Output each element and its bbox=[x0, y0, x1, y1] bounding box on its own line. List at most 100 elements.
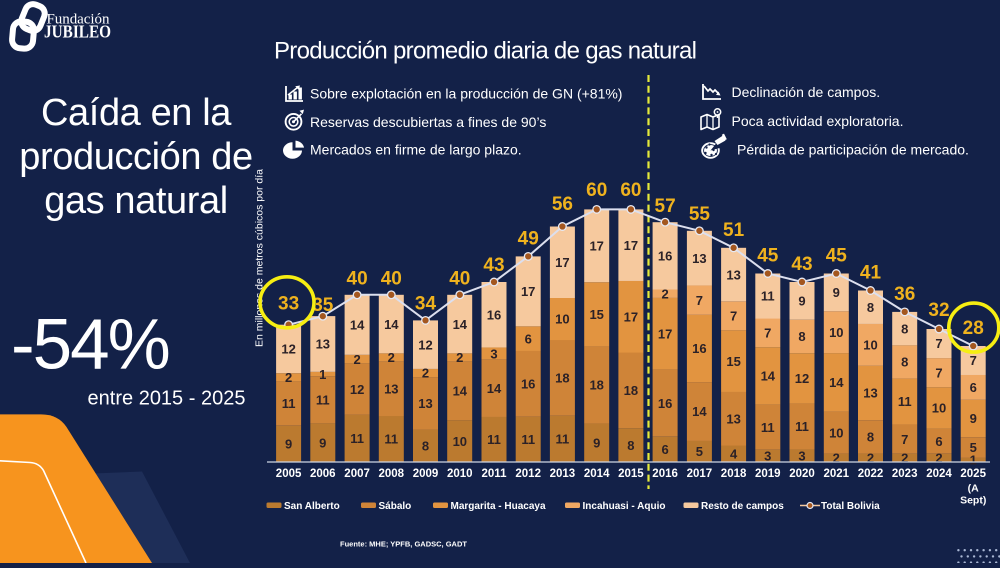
svg-text:17: 17 bbox=[624, 238, 638, 253]
svg-text:57: 57 bbox=[655, 196, 676, 217]
svg-text:2020: 2020 bbox=[789, 468, 815, 480]
svg-text:13: 13 bbox=[316, 337, 330, 352]
svg-text:14: 14 bbox=[487, 381, 502, 396]
svg-text:12: 12 bbox=[418, 337, 432, 352]
svg-text:15: 15 bbox=[726, 354, 740, 369]
svg-text:Total Bolivia: Total Bolivia bbox=[821, 501, 880, 512]
svg-text:Mercados en firme de largo pla: Mercados en firme de largo plazo. bbox=[310, 142, 522, 158]
svg-text:1: 1 bbox=[970, 453, 977, 468]
svg-text:2: 2 bbox=[422, 366, 429, 381]
svg-text:2006: 2006 bbox=[310, 468, 336, 480]
svg-text:2007: 2007 bbox=[344, 468, 370, 480]
svg-text:34: 34 bbox=[415, 293, 437, 314]
svg-text:9: 9 bbox=[970, 411, 977, 426]
svg-text:28: 28 bbox=[963, 318, 984, 339]
svg-text:2014: 2014 bbox=[584, 468, 610, 480]
svg-text:8: 8 bbox=[798, 329, 805, 344]
svg-text:13: 13 bbox=[692, 251, 706, 266]
svg-text:43: 43 bbox=[483, 255, 504, 276]
svg-text:9: 9 bbox=[285, 437, 292, 452]
svg-text:8: 8 bbox=[901, 321, 908, 336]
svg-text:Sobre explotación en la produc: Sobre explotación en la producción de GN… bbox=[310, 86, 622, 102]
svg-text:2: 2 bbox=[388, 350, 395, 365]
svg-text:51: 51 bbox=[723, 220, 745, 241]
svg-text:Fuente: MHE; YPFB, GADSC, GADT: Fuente: MHE; YPFB, GADSC, GADT bbox=[340, 540, 467, 549]
svg-text:JUBILEO: JUBILEO bbox=[44, 22, 111, 42]
svg-text:32: 32 bbox=[928, 300, 949, 321]
svg-text:8: 8 bbox=[901, 355, 908, 370]
svg-text:49: 49 bbox=[518, 228, 539, 249]
svg-text:7: 7 bbox=[935, 336, 942, 351]
svg-text:Declinación de campos.: Declinación de campos. bbox=[732, 84, 881, 100]
svg-text:2: 2 bbox=[867, 451, 874, 466]
svg-text:2013: 2013 bbox=[550, 468, 576, 480]
svg-text:3: 3 bbox=[490, 346, 497, 361]
svg-text:entre 2015 - 2025: entre 2015 - 2025 bbox=[88, 388, 246, 410]
svg-text:8: 8 bbox=[867, 300, 874, 315]
svg-text:40: 40 bbox=[347, 269, 368, 290]
svg-text:11: 11 bbox=[316, 393, 330, 408]
svg-text:2022: 2022 bbox=[858, 468, 884, 480]
svg-text:18: 18 bbox=[589, 378, 603, 393]
svg-text:7: 7 bbox=[730, 309, 737, 324]
svg-text:2: 2 bbox=[901, 451, 908, 466]
svg-text:16: 16 bbox=[487, 307, 501, 322]
svg-text:10: 10 bbox=[829, 325, 843, 340]
svg-text:2009: 2009 bbox=[413, 468, 439, 480]
svg-text:7: 7 bbox=[696, 293, 703, 308]
svg-text:2021: 2021 bbox=[824, 468, 850, 480]
svg-text:17: 17 bbox=[658, 326, 672, 341]
svg-text:13: 13 bbox=[863, 386, 877, 401]
svg-text:11: 11 bbox=[761, 420, 775, 435]
svg-text:10: 10 bbox=[555, 312, 569, 327]
svg-text:13: 13 bbox=[726, 412, 740, 427]
svg-text:12: 12 bbox=[281, 342, 295, 357]
svg-text:Caída en la: Caída en la bbox=[41, 92, 232, 134]
svg-text:2: 2 bbox=[285, 370, 292, 385]
svg-text:17: 17 bbox=[624, 310, 638, 325]
svg-text:60: 60 bbox=[586, 180, 607, 201]
svg-text:Pérdida de participación de me: Pérdida de participación de mercado. bbox=[737, 142, 969, 158]
svg-text:Incahuasi - Aquio: Incahuasi - Aquio bbox=[583, 501, 666, 512]
svg-text:11: 11 bbox=[487, 432, 501, 447]
svg-text:8: 8 bbox=[867, 430, 874, 445]
svg-text:9: 9 bbox=[319, 435, 326, 450]
svg-text:2: 2 bbox=[661, 286, 668, 301]
svg-text:Sábalo: Sábalo bbox=[379, 501, 412, 512]
svg-text:4: 4 bbox=[730, 447, 738, 462]
svg-text:14: 14 bbox=[829, 375, 844, 390]
svg-text:2023: 2023 bbox=[892, 468, 918, 480]
svg-text:7: 7 bbox=[970, 353, 977, 368]
svg-text:Reservas descubiertas a fines: Reservas descubiertas a fines de 90’s bbox=[310, 114, 546, 130]
svg-text:11: 11 bbox=[384, 432, 398, 447]
svg-text:7: 7 bbox=[764, 326, 771, 341]
svg-text:3: 3 bbox=[798, 448, 805, 463]
svg-text:10: 10 bbox=[453, 434, 467, 449]
svg-text:San Alberto: San Alberto bbox=[284, 501, 340, 512]
svg-text:2019: 2019 bbox=[755, 468, 781, 480]
svg-text:12: 12 bbox=[350, 382, 364, 397]
svg-text:11: 11 bbox=[795, 419, 809, 434]
svg-text:17: 17 bbox=[521, 284, 535, 299]
svg-text:6: 6 bbox=[661, 442, 668, 457]
svg-text:10: 10 bbox=[829, 425, 843, 440]
svg-text:gas natural: gas natural bbox=[44, 180, 228, 222]
svg-text:45: 45 bbox=[757, 246, 779, 267]
svg-text:36: 36 bbox=[894, 284, 915, 305]
svg-text:10: 10 bbox=[863, 338, 877, 353]
svg-text:13: 13 bbox=[726, 267, 740, 282]
svg-text:12: 12 bbox=[795, 371, 809, 386]
svg-text:11: 11 bbox=[350, 431, 364, 446]
svg-text:35: 35 bbox=[312, 295, 334, 316]
svg-text:60: 60 bbox=[620, 180, 641, 201]
svg-text:Fundación: Fundación bbox=[47, 12, 111, 28]
svg-text:2008: 2008 bbox=[379, 468, 405, 480]
svg-text:40: 40 bbox=[449, 269, 470, 290]
svg-text:40: 40 bbox=[381, 269, 402, 290]
svg-text:2016: 2016 bbox=[652, 468, 678, 480]
svg-text:(A: (A bbox=[968, 483, 979, 495]
svg-text:18: 18 bbox=[555, 371, 569, 386]
svg-text:2: 2 bbox=[353, 352, 360, 367]
svg-text:8: 8 bbox=[422, 439, 429, 454]
svg-text:Margarita - Huacaya: Margarita - Huacaya bbox=[451, 501, 546, 512]
